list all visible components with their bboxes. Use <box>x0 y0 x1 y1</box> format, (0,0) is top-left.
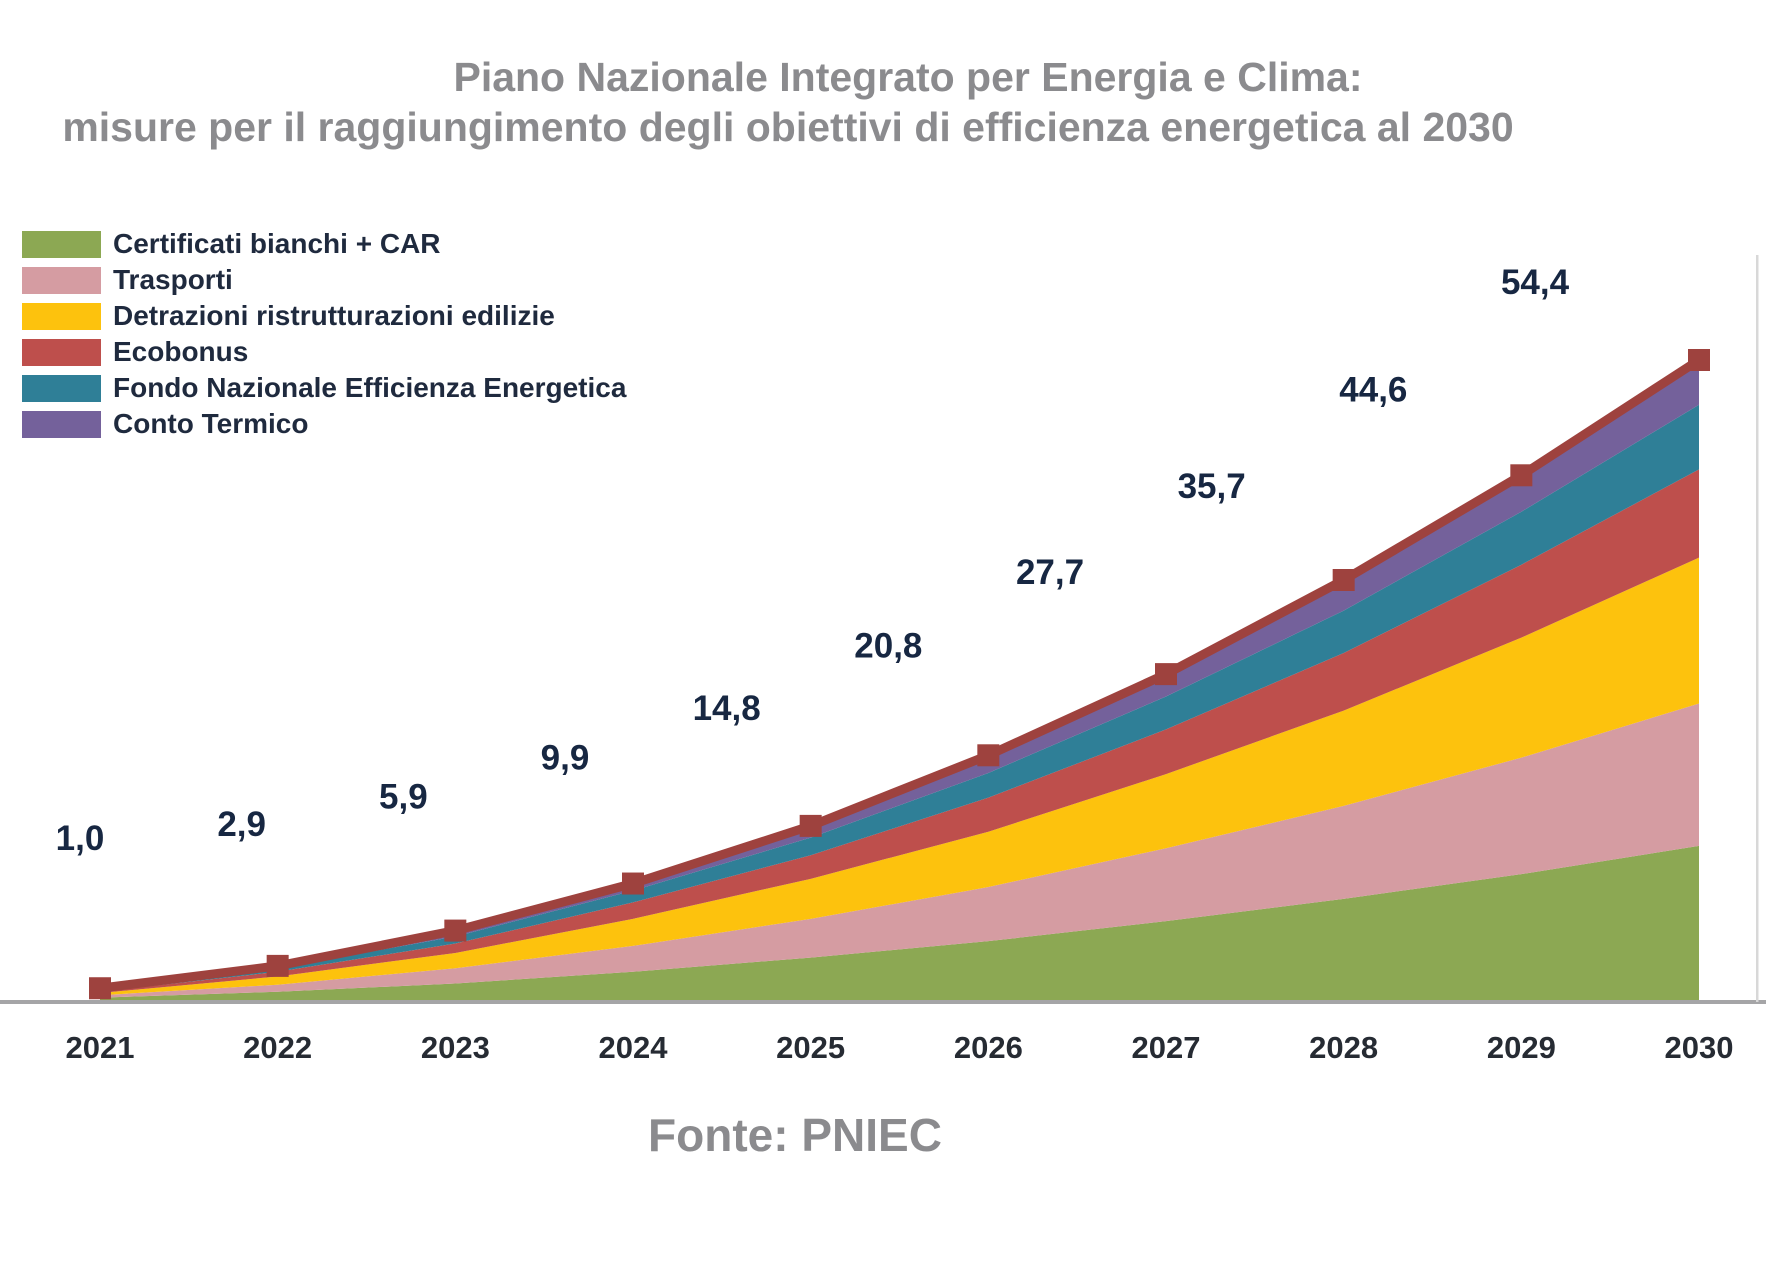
source-text: Fonte: PNIEC <box>648 1109 942 1161</box>
data-label: 27,7 <box>1016 553 1084 592</box>
legend-label-fondo-nazionale: Fondo Nazionale Efficienza Energetica <box>113 372 627 403</box>
data-label: 14,8 <box>693 689 761 728</box>
legend-label-certificati: Certificati bianchi + CAR <box>113 228 441 259</box>
x-tick-label: 2021 <box>66 1030 135 1065</box>
data-point-marker <box>266 954 289 977</box>
x-tick-label: 2022 <box>243 1030 312 1065</box>
area-series-0 <box>100 845 1699 1000</box>
legend-label-ecobonus: Ecobonus <box>113 336 249 367</box>
legend-item-trasporti: Trasporti <box>22 262 626 298</box>
data-label: 5,9 <box>379 778 428 817</box>
legend-label-trasporti: Trasporti <box>113 264 233 295</box>
data-point-marker <box>1510 464 1533 487</box>
data-label: 35,7 <box>1178 467 1246 506</box>
chart-title-line-1: Piano Nazionale Integrato per Energia e … <box>453 54 1363 100</box>
legend-label-conto-termico: Conto Termico <box>113 408 309 439</box>
x-tick-label: 2024 <box>599 1030 669 1065</box>
data-label: 9,9 <box>541 739 590 778</box>
legend-item-ecobonus: Ecobonus <box>22 334 626 370</box>
legend-item-fondo-nazionale: Fondo Nazionale Efficienza Energetica <box>22 370 626 406</box>
x-axis-line <box>0 1000 1766 1004</box>
area-series-2 <box>100 557 1699 996</box>
data-point-marker <box>977 744 1000 767</box>
data-label: 54,4 <box>1501 263 1570 302</box>
chart-title-line-2: misure per il raggiungimento degli obiet… <box>62 104 1514 151</box>
x-tick-label: 2028 <box>1309 1030 1378 1065</box>
chart-legend: Certificati bianchi + CAR Trasporti Detr… <box>22 226 626 442</box>
legend-swatch-conto-termico <box>22 410 101 438</box>
data-label: 1,0 <box>56 819 105 858</box>
plot-right-border <box>1756 255 1759 1002</box>
x-tick-label: 2026 <box>954 1030 1023 1065</box>
data-point-marker <box>1155 663 1177 686</box>
data-point-marker <box>1688 349 1710 371</box>
x-tick-label: 2029 <box>1487 1030 1556 1065</box>
legend-item-certificati: Certificati bianchi + CAR <box>22 226 626 262</box>
x-tick-label: 2023 <box>421 1030 490 1065</box>
legend-swatch-trasporti <box>22 266 101 294</box>
legend-swatch-detrazioni <box>22 302 101 330</box>
legend-item-conto-termico: Conto Termico <box>22 406 626 442</box>
legend-swatch-ecobonus <box>22 338 101 366</box>
area-series-1 <box>100 703 1699 998</box>
x-tick-label: 2025 <box>776 1030 845 1065</box>
data-point-marker <box>1332 569 1355 591</box>
legend-label-detrazioni: Detrazioni ristrutturazioni edilizie <box>113 300 555 331</box>
data-point-marker <box>799 814 822 837</box>
legend-item-detrazioni: Detrazioni ristrutturazioni edilizie <box>22 298 626 334</box>
total-line <box>99 356 1702 993</box>
data-point-marker <box>444 919 467 942</box>
data-label: 2,9 <box>217 805 266 844</box>
x-tick-label: 2027 <box>1132 1030 1201 1065</box>
data-label: 20,8 <box>854 626 922 665</box>
legend-swatch-fondo-nazionale <box>22 374 101 402</box>
data-point-marker <box>622 872 644 895</box>
data-label: 44,6 <box>1339 370 1407 409</box>
legend-swatch-certificati <box>22 230 101 258</box>
data-point-marker <box>89 977 111 1000</box>
chart-title: Piano Nazionale Integrato per Energia e … <box>0 52 1766 152</box>
x-tick-label: 2030 <box>1665 1030 1734 1065</box>
